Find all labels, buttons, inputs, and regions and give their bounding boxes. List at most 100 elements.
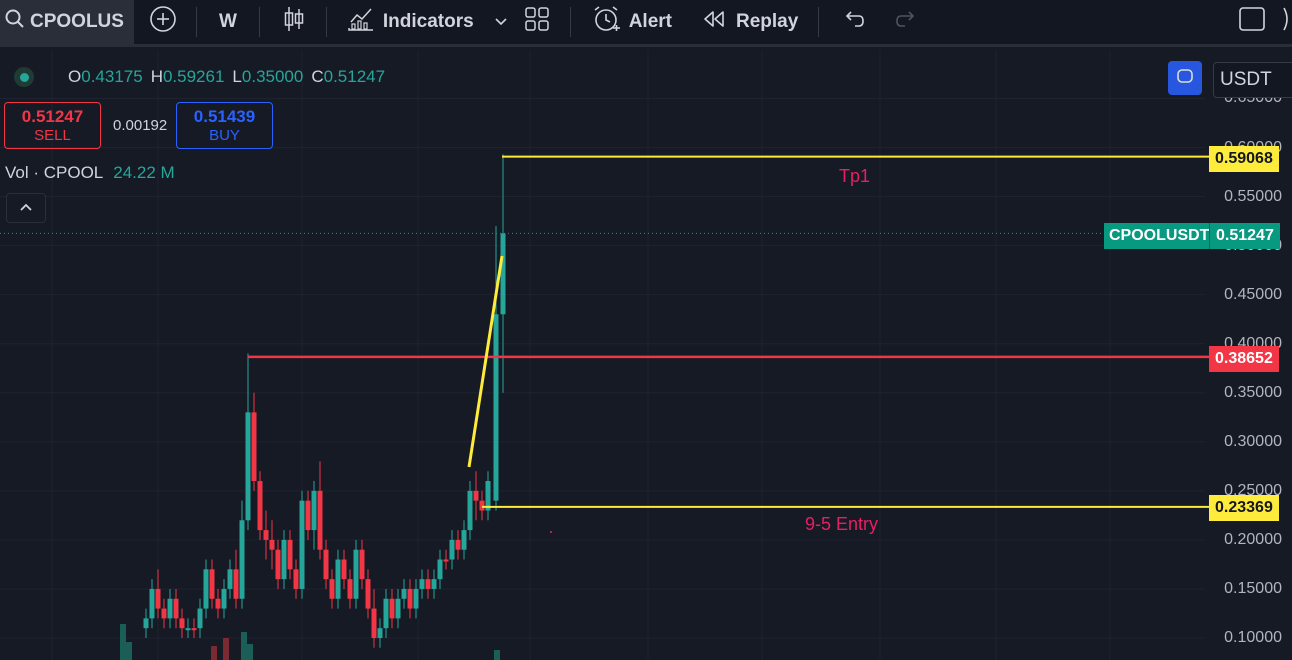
- candle-body: [431, 579, 437, 589]
- candle-body: [353, 549, 359, 599]
- candle-body: [425, 579, 431, 589]
- volume-bar: [211, 646, 217, 660]
- candle-body: [239, 520, 245, 599]
- fullscreen-button[interactable]: [1238, 0, 1266, 44]
- sync-button[interactable]: [1168, 61, 1202, 95]
- undo-button[interactable]: [841, 0, 865, 44]
- interval-label: W: [218, 11, 237, 32]
- stop-price-tag: 0.38652: [1209, 346, 1279, 372]
- volume-legend: Vol · CPOOL 24.22 M: [5, 163, 175, 183]
- candle-body: [413, 588, 419, 609]
- candle-body: [203, 569, 209, 609]
- candle-body: [341, 559, 347, 580]
- buy-label: BUY: [209, 127, 240, 144]
- buy-button[interactable]: 0.51439 BUY: [176, 102, 273, 149]
- candle-body: [257, 481, 263, 531]
- replay-button[interactable]: Replay: [702, 0, 798, 44]
- candle-body: [323, 549, 329, 580]
- candle-body: [329, 579, 335, 599]
- candle-body: [149, 588, 155, 619]
- chart-pane[interactable]: O 0.43175 H 0.59261 L 0.35000 C 0.51247 0.51…: [0, 50, 1292, 660]
- price-tick-label: 0.35000: [1224, 383, 1282, 401]
- candle-body: [227, 569, 233, 589]
- candle-body: [443, 559, 449, 562]
- candle-body: [455, 539, 461, 550]
- alert-button[interactable]: Alert: [591, 0, 672, 44]
- candles: [143, 154, 506, 648]
- chevron-up-icon: [19, 199, 33, 217]
- high-key: H: [150, 67, 163, 86]
- low-value: 0.35000: [241, 67, 304, 86]
- price-tick-label: 0.15000: [1224, 579, 1282, 597]
- volume-label: Vol · CPOOL: [5, 163, 104, 182]
- candle-body: [359, 549, 365, 580]
- entry-price-tag: 0.23369: [1209, 495, 1279, 521]
- candle-body: [401, 588, 407, 599]
- symbol-search-button[interactable]: CPOOLUS: [0, 0, 134, 45]
- collapse-legend-button[interactable]: [6, 193, 46, 223]
- symbol-price-tag: CPOOLUSDT: [1104, 223, 1215, 249]
- chevron-down-icon: [494, 11, 508, 33]
- indicators-icon: [347, 6, 375, 38]
- candle-body: [173, 598, 179, 619]
- candle-body: [395, 598, 401, 619]
- candle-body: [245, 412, 251, 521]
- compare-button[interactable]: [148, 0, 178, 44]
- indicators-button[interactable]: Indicators: [347, 0, 474, 44]
- volume-bar: [126, 642, 132, 660]
- tp1-label[interactable]: Tp1: [839, 166, 871, 186]
- sell-label: SELL: [34, 127, 71, 144]
- toolbar-divider: [818, 7, 820, 37]
- low-key: L: [232, 67, 242, 86]
- tp-price-tag: 0.59068: [1209, 146, 1279, 172]
- high-value: 0.59261: [162, 67, 225, 86]
- candle-body: [467, 490, 473, 531]
- symbol-label: CPOOLUS: [30, 11, 124, 32]
- more-button[interactable]: [1282, 0, 1292, 44]
- candle-body: [143, 618, 149, 629]
- volume-value: 24.22 M: [113, 163, 175, 182]
- candle-body: [317, 490, 323, 550]
- layouts-button[interactable]: [524, 0, 550, 44]
- search-icon: [4, 8, 30, 36]
- entry-label[interactable]: 9-5 Entry: [805, 514, 879, 534]
- candle-body: [449, 539, 455, 560]
- price-tick-label: 0.55000: [1224, 187, 1282, 205]
- candle-body: [155, 588, 161, 609]
- interval-button[interactable]: W: [219, 0, 237, 44]
- candle-body: [191, 628, 197, 631]
- candle-body: [377, 628, 383, 638]
- price-tick-label: 0.10000: [1224, 629, 1282, 646]
- sync-icon: [1175, 67, 1195, 90]
- candle-body: [311, 490, 317, 531]
- candle-body: [287, 539, 293, 570]
- candle-body: [371, 608, 377, 638]
- spread-value: 0.00192: [113, 117, 168, 134]
- close-value: 0.51247: [323, 67, 386, 86]
- drawing-dot: [550, 531, 552, 533]
- top-toolbar: CPOOLUS W Indicators Alert: [0, 0, 1292, 47]
- candle-body: [479, 500, 485, 511]
- chart-type-button[interactable]: [282, 0, 306, 44]
- candle-body: [275, 549, 281, 580]
- currency-selector[interactable]: USDT: [1213, 62, 1292, 98]
- plus-circle-icon: [148, 4, 178, 40]
- candle-body: [419, 579, 425, 589]
- candle-body: [185, 628, 191, 631]
- candle-body: [293, 569, 299, 589]
- volume-bar: [223, 638, 229, 660]
- indicators-dropdown[interactable]: [494, 0, 508, 44]
- sell-button[interactable]: 0.51247 SELL: [4, 102, 101, 149]
- redo-button[interactable]: [895, 0, 919, 44]
- candle-body: [209, 569, 215, 599]
- rewind-icon: [702, 9, 726, 35]
- candle-body: [407, 588, 413, 609]
- candle-body: [299, 500, 305, 589]
- volume-bar: [120, 624, 126, 660]
- sell-price: 0.51247: [21, 107, 84, 126]
- candle-body: [461, 530, 467, 550]
- volume-bar: [241, 632, 247, 660]
- candle-body: [233, 569, 239, 599]
- close-key: C: [311, 67, 324, 86]
- candle-body: [335, 559, 341, 599]
